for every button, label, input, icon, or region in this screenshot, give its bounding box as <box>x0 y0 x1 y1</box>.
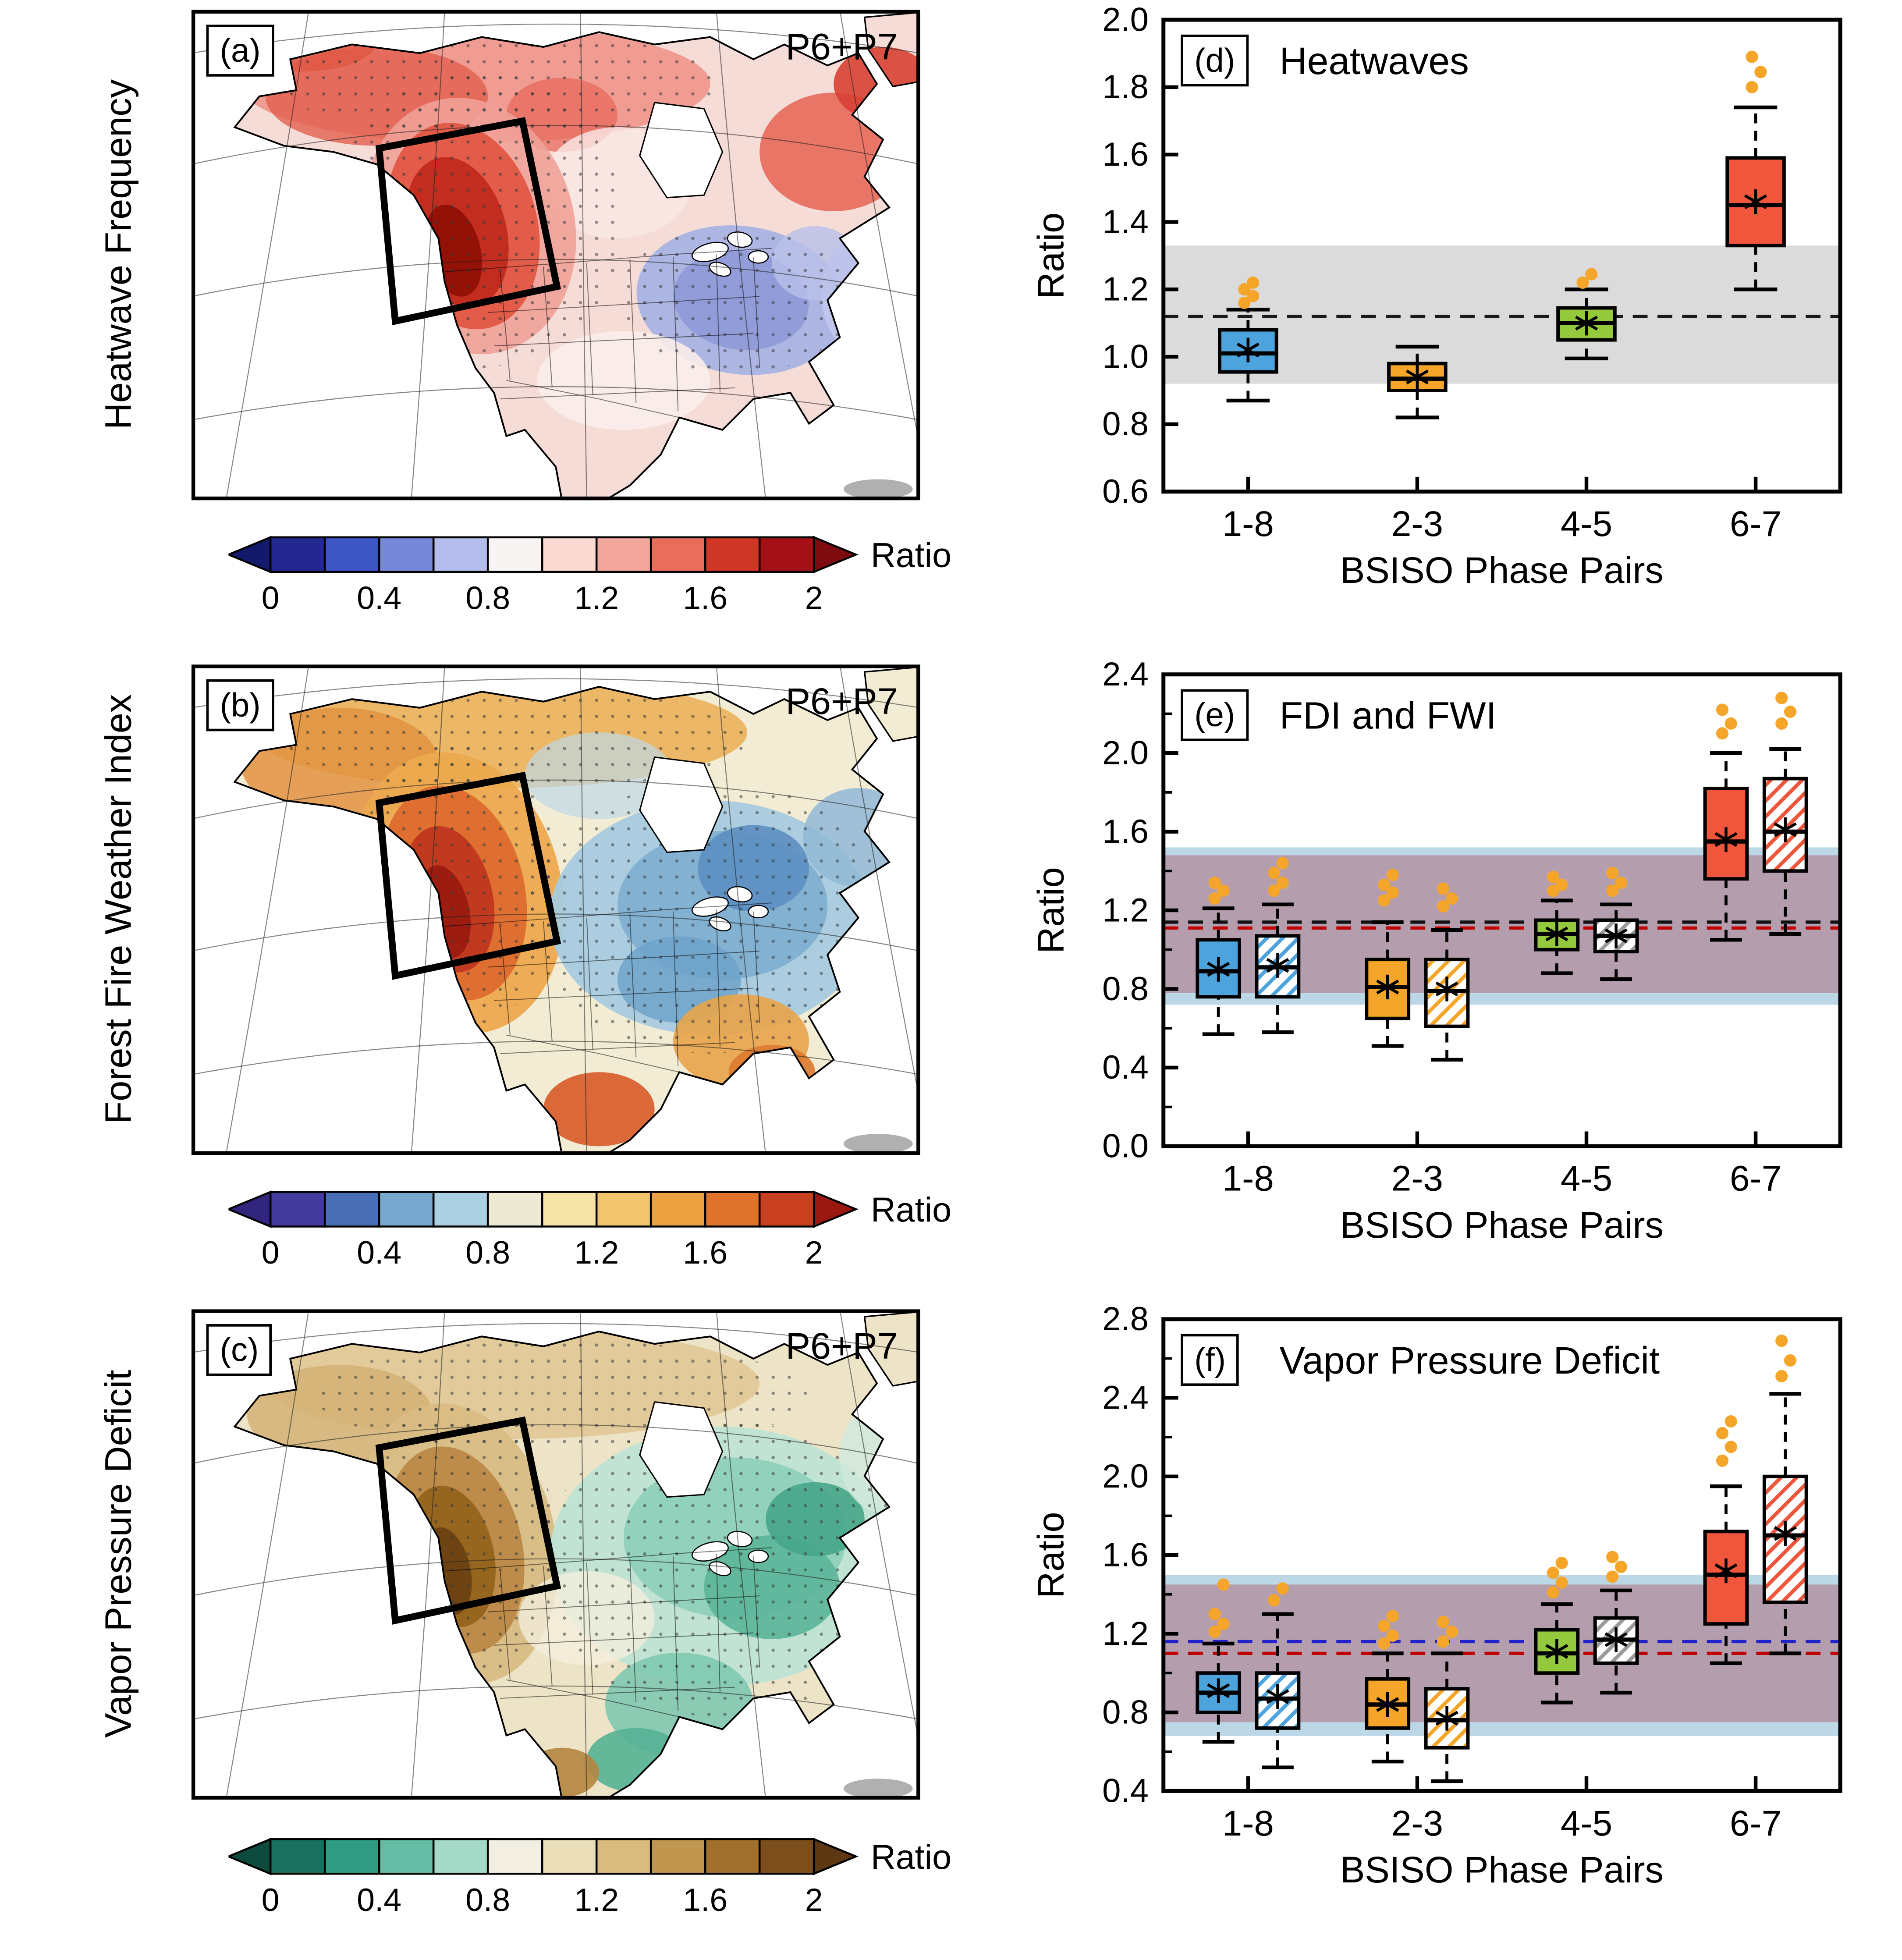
panel-tag-e: (e) <box>1181 689 1249 741</box>
phase-label-c: P6+P7 <box>785 1326 898 1367</box>
y-axis-label-d: Ratio <box>1031 212 1072 299</box>
svg-text:2.4: 2.4 <box>1102 1379 1149 1417</box>
boxplot-d-canvas: 0.6 0.8 1.0 1.2 1.4 1.6 1.8 2.0 1-8 2-3 4-5 6-7 <box>1102 7 1842 544</box>
svg-text:1.4: 1.4 <box>1102 203 1149 241</box>
y-axis-label-f: Ratio <box>1031 1512 1072 1598</box>
svg-text:2-3: 2-3 <box>1391 504 1443 544</box>
colorbar-a: 0 0.4 0.8 1.2 1.6 2 Ratio <box>228 536 951 615</box>
svg-text:2: 2 <box>805 580 823 615</box>
svg-text:0: 0 <box>262 580 280 615</box>
map-panel-a: (a) P6+P7 <box>191 10 921 501</box>
svg-text:Ratio: Ratio <box>871 1838 951 1876</box>
y-axis-label-e: Ratio <box>1031 867 1072 954</box>
svg-text:2.0: 2.0 <box>1102 1458 1149 1495</box>
svg-text:0.4: 0.4 <box>1102 1049 1149 1086</box>
panel-tag-f: (f) <box>1181 1334 1240 1386</box>
svg-text:2-3: 2-3 <box>1391 1804 1443 1843</box>
svg-text:6-7: 6-7 <box>1730 504 1781 544</box>
panel-tag-b: (b) <box>206 679 274 731</box>
svg-text:0.4: 0.4 <box>1102 1772 1149 1810</box>
x-axis-label-e: BSISO Phase Pairs <box>1340 1205 1664 1246</box>
panel-tag-a: (a) <box>206 25 274 77</box>
svg-text:1.6: 1.6 <box>683 1235 727 1270</box>
phase-label-b: P6+P7 <box>785 682 898 723</box>
svg-text:6-7: 6-7 <box>1730 1804 1781 1843</box>
svg-text:1.2: 1.2 <box>574 1882 619 1917</box>
svg-text:Ratio: Ratio <box>871 1190 951 1229</box>
colorbar-b: 0 0.4 0.8 1.2 1.6 2 Ratio <box>228 1190 951 1270</box>
svg-text:0: 0 <box>262 1882 280 1917</box>
boxplot-e-canvas: 0.0 0.4 0.8 1.2 1.6 2.0 2.4 1-8 2-3 4-5 6-7 <box>1102 662 1842 1199</box>
phase-label-a: P6+P7 <box>785 27 898 68</box>
colorbar-c: 0 0.4 0.8 1.2 1.6 2 Ratio <box>228 1837 951 1917</box>
svg-text:Ratio: Ratio <box>871 536 951 575</box>
svg-text:2.0: 2.0 <box>1102 7 1149 39</box>
svg-text:1.0: 1.0 <box>1102 338 1149 375</box>
svg-text:0.8: 0.8 <box>465 1235 510 1270</box>
boxplot-f-canvas: 0.4 0.8 1.2 1.6 2.0 2.4 2.8 1-8 2-3 4-5 6-7 <box>1102 1307 1842 1843</box>
svg-text:1.2: 1.2 <box>574 580 619 615</box>
svg-text:4-5: 4-5 <box>1561 1159 1612 1199</box>
svg-text:0.4: 0.4 <box>357 1235 401 1270</box>
svg-text:4-5: 4-5 <box>1561 504 1612 544</box>
svg-text:0.8: 0.8 <box>1102 970 1149 1008</box>
map-panel-c: (c) P6+P7 <box>191 1309 921 1801</box>
svg-text:0.4: 0.4 <box>357 580 401 615</box>
svg-text:2.8: 2.8 <box>1102 1307 1149 1338</box>
svg-text:1.6: 1.6 <box>1102 136 1149 173</box>
panel-tag-d: (d) <box>1181 34 1249 87</box>
svg-text:1.6: 1.6 <box>683 1882 727 1917</box>
svg-text:1-8: 1-8 <box>1222 1804 1274 1843</box>
panel-title-d: Heatwaves <box>1279 39 1469 83</box>
svg-text:1-8: 1-8 <box>1222 504 1274 544</box>
map-a-canvas <box>191 10 921 501</box>
svg-text:0.8: 0.8 <box>1102 1694 1149 1731</box>
row-label-vapor-pressure-deficit: Vapor Pressure Deficit <box>99 1370 140 1738</box>
map-b-canvas <box>191 664 921 1156</box>
svg-text:1.2: 1.2 <box>1102 271 1149 308</box>
panel-title-f: Vapor Pressure Deficit <box>1279 1339 1660 1382</box>
panel-title-e: FDI and FWI <box>1279 694 1497 738</box>
svg-text:1.8: 1.8 <box>1102 68 1149 106</box>
svg-text:2-3: 2-3 <box>1391 1159 1443 1199</box>
svg-text:1.6: 1.6 <box>683 580 727 615</box>
row-label-forest-fire-weather: Forest Fire Weather Index <box>99 694 140 1124</box>
svg-text:1.2: 1.2 <box>574 1235 619 1270</box>
svg-text:6-7: 6-7 <box>1730 1159 1781 1199</box>
svg-text:0: 0 <box>262 1235 280 1270</box>
svg-text:0.6: 0.6 <box>1102 473 1149 510</box>
map-c-canvas <box>191 1309 921 1801</box>
svg-text:0.8: 0.8 <box>465 1882 510 1917</box>
svg-text:0.0: 0.0 <box>1102 1128 1149 1165</box>
svg-text:1.6: 1.6 <box>1102 813 1149 850</box>
svg-text:0.8: 0.8 <box>465 580 510 615</box>
svg-text:1.6: 1.6 <box>1102 1536 1149 1573</box>
svg-text:2: 2 <box>805 1235 823 1270</box>
svg-text:1-8: 1-8 <box>1222 1159 1274 1199</box>
panel-tag-c: (c) <box>206 1324 273 1376</box>
row-label-heatwave-frequency: Heatwave Frequency <box>99 79 140 430</box>
svg-text:0.4: 0.4 <box>357 1882 401 1917</box>
svg-text:1.2: 1.2 <box>1102 891 1149 929</box>
svg-text:0.8: 0.8 <box>1102 405 1149 443</box>
svg-text:2.4: 2.4 <box>1102 662 1149 693</box>
x-axis-label-f: BSISO Phase Pairs <box>1340 1850 1664 1891</box>
x-axis-label-d: BSISO Phase Pairs <box>1340 550 1664 592</box>
svg-text:2: 2 <box>805 1882 823 1917</box>
svg-text:1.2: 1.2 <box>1102 1615 1149 1652</box>
svg-text:4-5: 4-5 <box>1561 1804 1612 1843</box>
svg-text:2.0: 2.0 <box>1102 735 1149 772</box>
map-panel-b: (b) P6+P7 <box>191 664 921 1156</box>
